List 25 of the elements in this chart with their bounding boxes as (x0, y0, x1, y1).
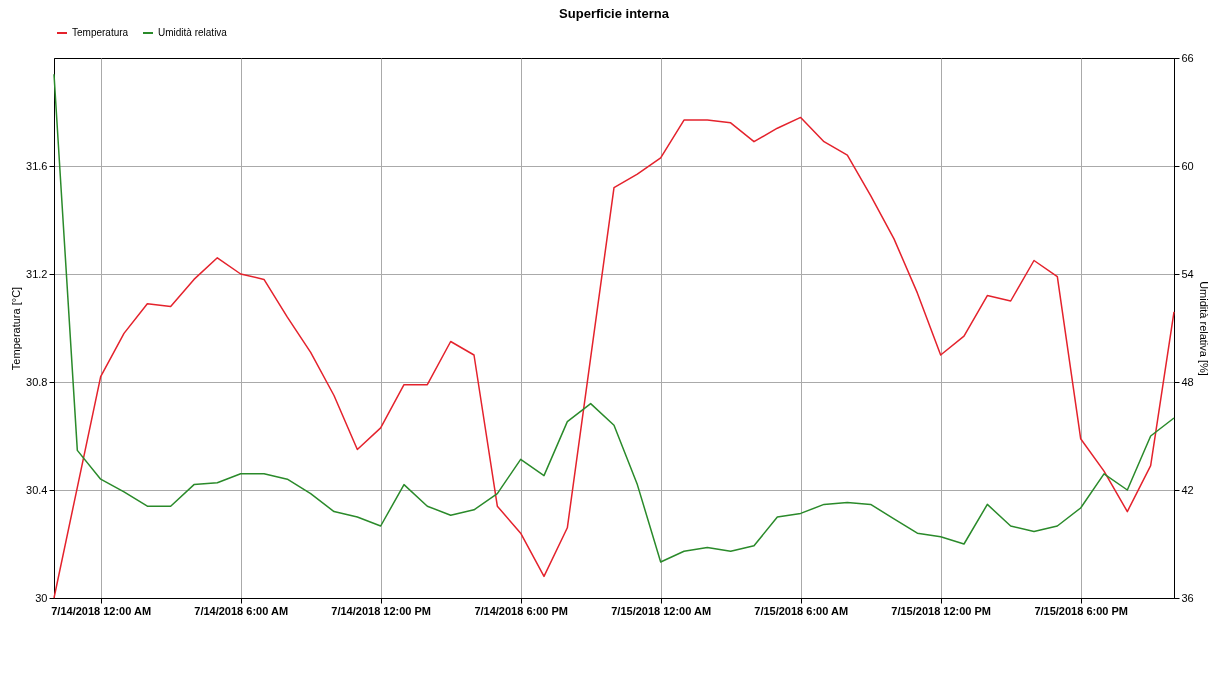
legend-label: Umidità relativa (158, 27, 228, 38)
y2-tick-label: 48 (1181, 375, 1194, 388)
chart-title: Superficie interna (559, 6, 670, 21)
y-axis-title: Temperatura [°C] (10, 286, 23, 371)
x-tick-label: 7/14/2018 12:00 PM (331, 604, 432, 617)
y-tick-label: 30 (35, 591, 48, 604)
y-tick-label: 31.6 (26, 159, 48, 172)
y-tick-label: 31.2 (26, 267, 48, 280)
y2-tick-label: 60 (1181, 159, 1194, 172)
y2-tick-label: 36 (1181, 591, 1194, 604)
y2-tick-label: 42 (1181, 483, 1194, 496)
y2-tick-label: 54 (1181, 267, 1194, 280)
legend-label: Temperatura (72, 27, 129, 38)
x-tick-label: 7/14/2018 6:00 AM (194, 604, 289, 617)
y-tick-label: 30.8 (26, 375, 48, 388)
x-tick-label: 7/14/2018 6:00 PM (474, 604, 568, 617)
y2-axis-title: Umidità relativa [%] (1197, 281, 1210, 376)
x-tick-label: 7/15/2018 12:00 PM (891, 604, 992, 617)
x-tick-label: 7/15/2018 12:00 AM (611, 604, 712, 617)
x-tick-label: 7/14/2018 12:00 AM (51, 604, 152, 617)
x-tick-label: 7/15/2018 6:00 PM (1034, 604, 1128, 617)
line-series (53, 73, 1175, 563)
y2-tick-label: 66 (1181, 51, 1194, 64)
y-tick-label: 30.4 (26, 483, 48, 496)
x-tick-label: 7/15/2018 6:00 AM (754, 604, 849, 617)
